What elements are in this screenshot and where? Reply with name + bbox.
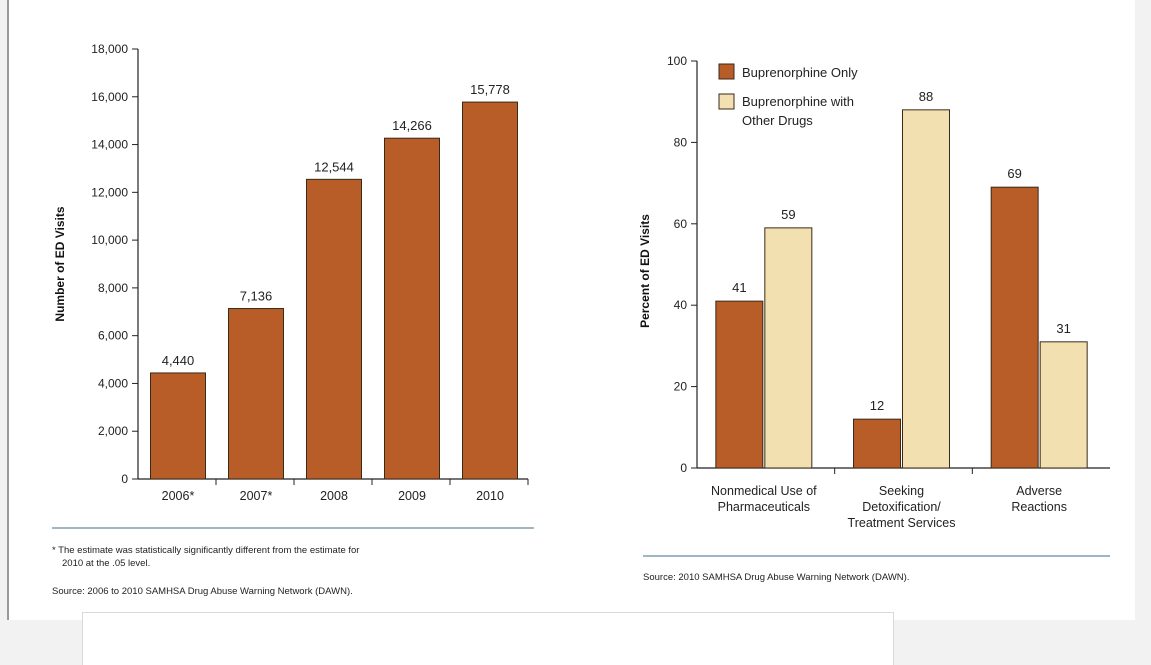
bar (384, 137, 440, 480)
left-footnote-line2: 2010 at the .05 level. (62, 558, 151, 569)
x-tick-label: 2006* (162, 489, 195, 503)
x-tick-label: Nonmedical Use of Pharmaceuticals (711, 484, 817, 514)
x-tick-label-line: Reactions (1011, 500, 1067, 514)
bar-bup-only (990, 186, 1039, 469)
ed-visits-by-year-chart: 0 2,000 4,000 6,000 8,000 10,000 12,000 14,000 1… (53, 42, 529, 503)
x-tick-label-line: Adverse (1016, 484, 1062, 498)
y-tick-label: 14,000 (91, 138, 128, 152)
y-tick-label: 8,000 (98, 281, 128, 295)
x-tick-label: Seeking Detoxification/Treatment Services (848, 484, 956, 530)
x-tick-label: 2008 (320, 489, 348, 503)
data-label: 12 (870, 398, 884, 413)
x-tick-label-line: Treatment Services (848, 516, 956, 530)
data-label: 88 (919, 89, 933, 104)
x-tick-label-line: Detoxification/ (862, 500, 941, 514)
data-label: 31 (1056, 321, 1070, 336)
x-tick-label-line: Nonmedical Use of (711, 484, 817, 498)
y-tick-label: 6,000 (98, 329, 128, 343)
y-tick-label: 0 (121, 472, 128, 486)
y-tick-label: 16,000 (91, 90, 128, 104)
y-tick-label: 40 (674, 298, 688, 312)
data-label: 4,440 (162, 353, 195, 368)
legend-label-line: Other Drugs (742, 113, 813, 128)
bar (150, 372, 206, 480)
y-tick-label: 60 (674, 217, 688, 231)
y-tick-label: 0 (680, 461, 687, 475)
left-source: Source: 2006 to 2010 SAMHSA Drug Abuse W… (52, 586, 353, 597)
data-label: 59 (781, 207, 795, 222)
legend-swatch-bup-only (718, 63, 735, 80)
left-divider-rule (52, 527, 534, 529)
data-label: 7,136 (240, 289, 273, 304)
bar-bup-only (853, 418, 901, 469)
x-tick-label: 2010 (476, 489, 504, 503)
ed-visits-by-reason-chart: 0 20 40 60 80 100 41 59 Nonmedical Use of Pharmac… (638, 54, 1110, 530)
legend-label-bup-only: Buprenorphine Only (742, 65, 858, 80)
legend-label-line: Buprenorphine with (742, 94, 854, 109)
data-label: 12,544 (314, 159, 354, 174)
data-label: 41 (732, 280, 746, 295)
right-source: Source: 2010 SAMHSA Drug Abuse Warning N… (643, 572, 910, 583)
y-axis-title: Number of ED Visits (53, 206, 67, 321)
data-label: 69 (1007, 166, 1021, 181)
y-tick-label: 18,000 (91, 42, 128, 56)
y-tick-label: 4,000 (98, 376, 128, 390)
right-divider-rule (643, 555, 1110, 557)
data-label: 14,266 (392, 118, 432, 133)
y-axis-title: Percent of ED Visits (638, 214, 652, 328)
bar (228, 308, 284, 480)
legend-label-bup-with-other: Buprenorphine with Other Drugs (742, 94, 854, 128)
legend-swatch-bup-with-other (718, 93, 735, 110)
y-tick-label: 20 (674, 380, 688, 394)
bar (306, 178, 362, 480)
x-tick-label: Adverse Reactions (1011, 484, 1067, 514)
bar-bup-with-other (764, 227, 813, 469)
x-tick-label: 2007* (240, 489, 273, 503)
y-tick-label: 100 (667, 54, 687, 68)
lower-content-box (82, 612, 894, 665)
bar (462, 101, 518, 480)
data-label: 15,778 (470, 82, 510, 97)
x-tick-label-line: Seeking (879, 484, 924, 498)
left-footnote-line1: * The estimate was statistically signifi… (52, 545, 360, 556)
y-tick-label: 12,000 (91, 185, 128, 199)
bar-bup-with-other (1039, 341, 1088, 469)
bar-bup-with-other (902, 109, 950, 469)
x-tick-label-line: Pharmaceuticals (718, 500, 810, 514)
y-tick-label: 10,000 (91, 233, 128, 247)
x-tick-label: 2009 (398, 489, 426, 503)
y-tick-label: 2,000 (98, 424, 128, 438)
y-tick-label: 80 (674, 135, 688, 149)
bar-bup-only (715, 300, 764, 469)
